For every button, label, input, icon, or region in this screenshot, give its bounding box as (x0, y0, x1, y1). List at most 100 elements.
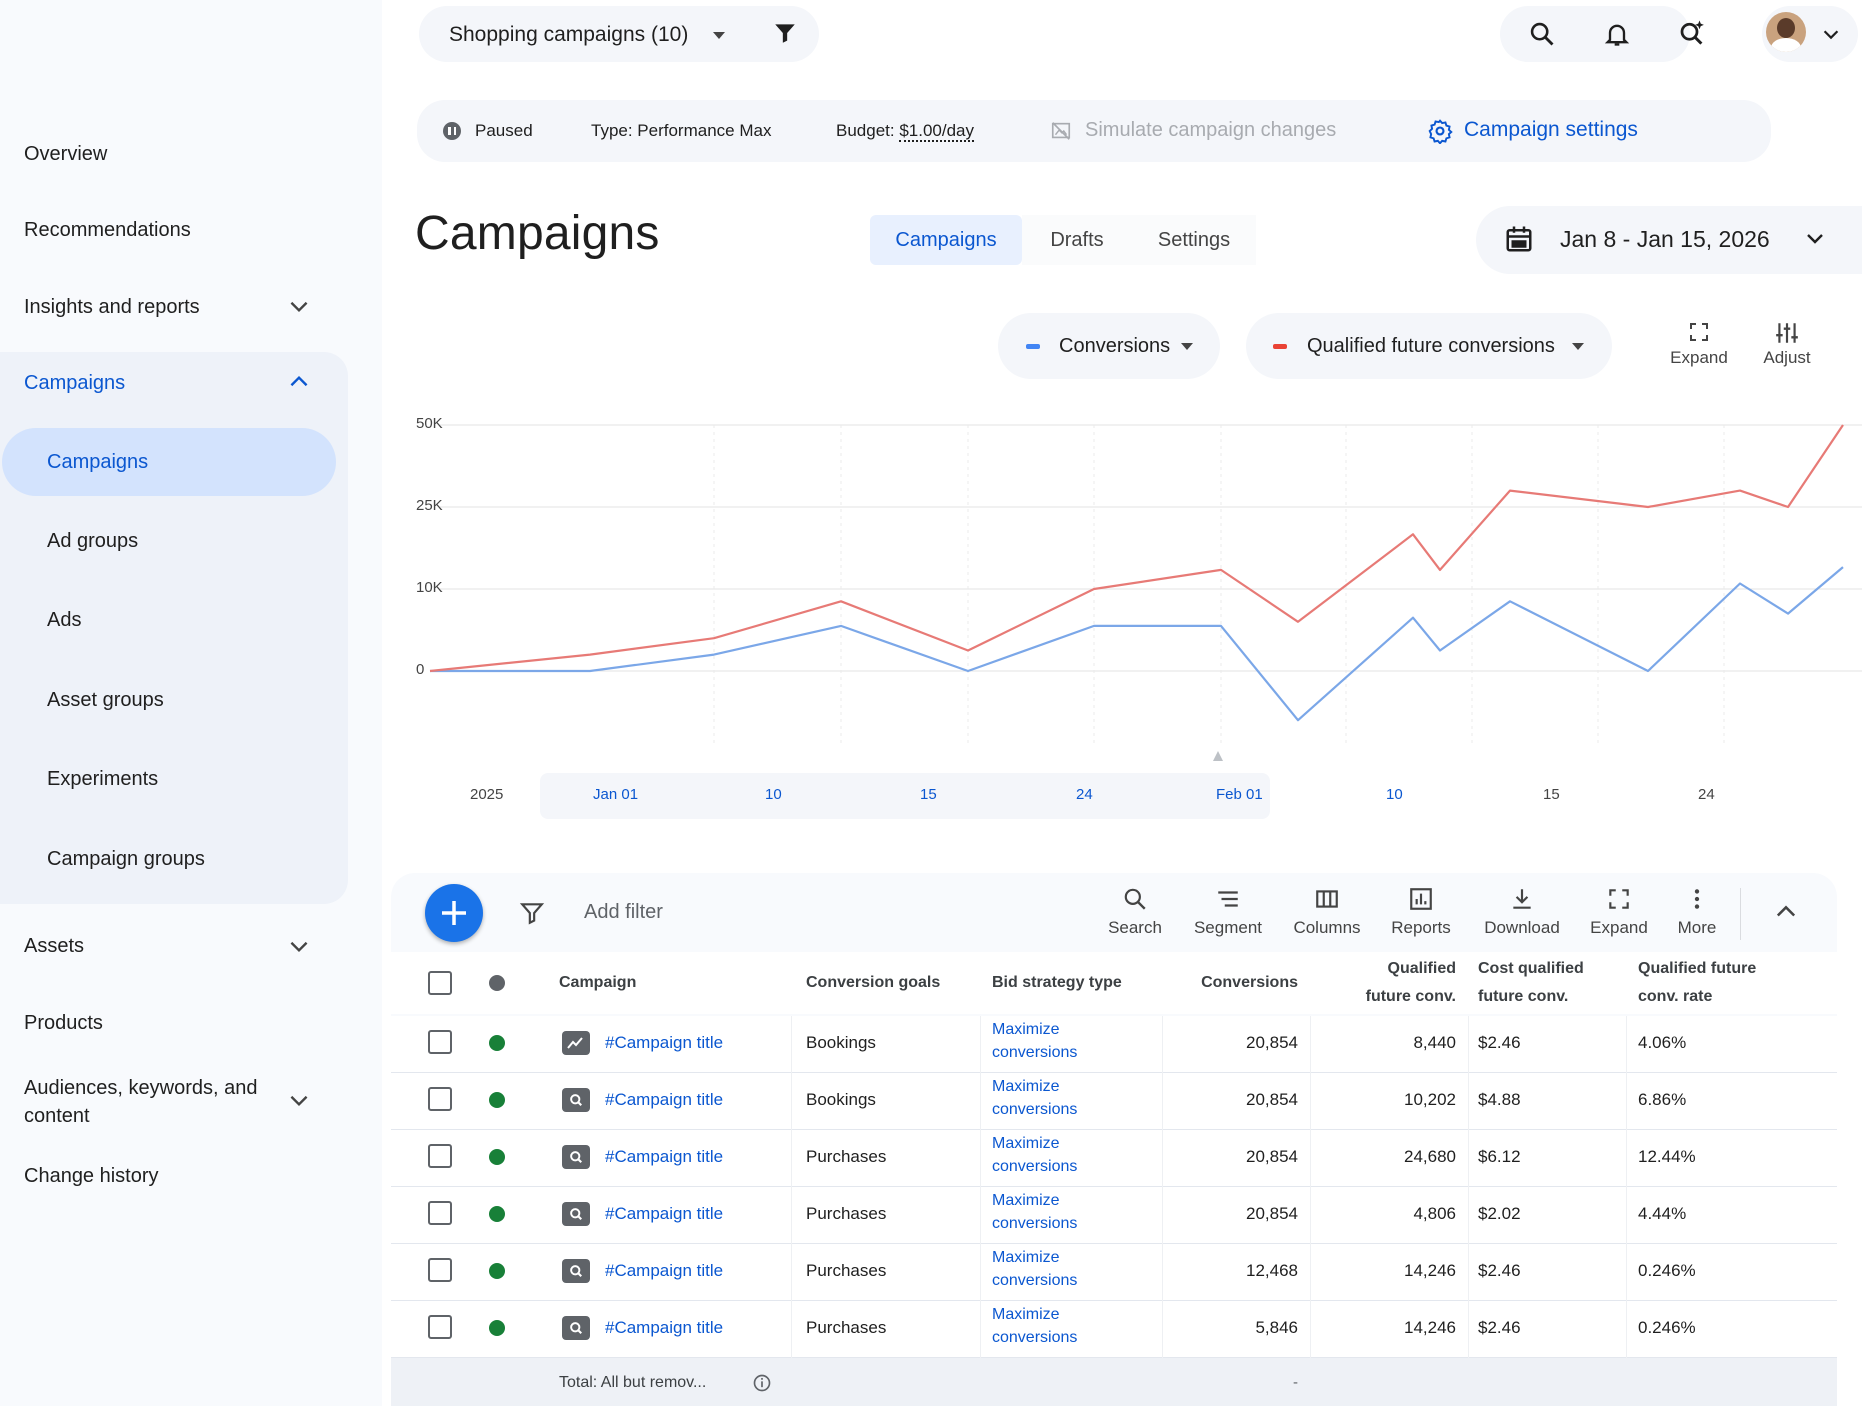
avatar[interactable] (1766, 12, 1806, 52)
chevron-up-icon[interactable] (286, 369, 312, 395)
filter-icon[interactable] (772, 20, 798, 46)
col-header-campaign[interactable]: Campaign (559, 974, 637, 991)
chart-adjust-button[interactable]: Adjust (1750, 320, 1824, 368)
row-checkbox[interactable] (428, 1201, 452, 1225)
budget-value[interactable]: $1.00/day (899, 121, 975, 142)
nav-assets[interactable]: Assets (24, 935, 85, 957)
subnav-campaigns[interactable]: Campaigns (47, 451, 149, 473)
metric-selector-qualified[interactable] (1246, 313, 1612, 379)
col-header-goals[interactable]: Conversion goals (806, 974, 941, 991)
campaign-title-link[interactable]: #Campaign title (605, 1090, 724, 1109)
tab-drafts[interactable]: Drafts (1022, 215, 1132, 265)
campaign-status-bar (417, 100, 1771, 162)
nav-products[interactable]: Products (24, 1012, 103, 1034)
nav-insights-and-reports[interactable]: Insights and reports (24, 296, 200, 318)
nav-change-history[interactable]: Change history (24, 1165, 159, 1187)
row-checkbox[interactable] (428, 1030, 452, 1054)
row-checkbox[interactable] (428, 1144, 452, 1168)
qualified-rate-value: 0.246% (1638, 1261, 1696, 1280)
nav-overview[interactable]: Overview (24, 143, 108, 165)
chart-expand-button[interactable]: Expand (1662, 320, 1736, 368)
nav-audiences[interactable]: Audiences, keywords, and content (24, 1074, 257, 1130)
range-marker-icon[interactable] (1212, 750, 1224, 762)
toolbar-expand-button[interactable]: Expand (1571, 886, 1667, 938)
row-checkbox[interactable] (428, 1258, 452, 1282)
info-icon[interactable] (752, 1373, 772, 1393)
col-header-cost-line1: Cost qualified (1478, 960, 1584, 977)
nav-recommendations[interactable]: Recommendations (24, 219, 191, 241)
bid-strategy-line1[interactable]: Maximize (992, 1021, 1060, 1038)
bid-strategy-line2[interactable]: conversions (992, 1329, 1078, 1346)
campaign-title-link[interactable]: #Campaign title (605, 1033, 724, 1052)
subnav-ads[interactable]: Ads (47, 609, 82, 631)
row-checkbox[interactable] (428, 1315, 452, 1339)
col-header-qualified-future-conv[interactable]: Qualified future conv. (1320, 955, 1456, 1011)
toolbar-segment-button[interactable]: Segment (1180, 886, 1276, 938)
select-all-checkbox[interactable] (428, 971, 452, 995)
table-row[interactable] (391, 1244, 1837, 1300)
bid-strategy-line1[interactable]: Maximize (992, 1192, 1060, 1209)
filter-outline-icon[interactable] (519, 900, 545, 926)
subnav-asset-groups[interactable]: Asset groups (47, 689, 164, 711)
col-header-conversions[interactable]: Conversions (1201, 974, 1298, 991)
budget-info[interactable]: Budget: $1.00/day (836, 121, 975, 142)
search-icon[interactable] (1528, 20, 1556, 48)
toolbar-more-button[interactable]: More (1649, 886, 1745, 938)
x-tick-label: Jan 01 (593, 786, 639, 803)
campaign-title-link[interactable]: #Campaign title (605, 1147, 724, 1166)
tab-campaigns[interactable]: Campaigns (870, 215, 1022, 265)
bell-icon[interactable] (1603, 19, 1631, 49)
bid-strategy-line2[interactable]: conversions (992, 1158, 1078, 1175)
gear-icon[interactable] (1427, 118, 1453, 144)
campaign-title-link[interactable]: #Campaign title (605, 1261, 724, 1280)
add-filter-input[interactable]: Add filter (584, 901, 663, 923)
table-row[interactable] (391, 1073, 1837, 1129)
add-campaign-fab[interactable] (425, 884, 483, 942)
tab-settings[interactable]: Settings (1132, 215, 1256, 265)
chevron-down-icon[interactable] (286, 933, 312, 959)
bid-strategy-line1[interactable]: Maximize (992, 1135, 1060, 1152)
bid-strategy-line2[interactable]: conversions (992, 1272, 1078, 1289)
row-checkbox[interactable] (428, 1087, 452, 1111)
campaign-settings-link[interactable]: Campaign settings (1464, 118, 1638, 141)
campaign-selector[interactable] (419, 6, 819, 62)
table-row[interactable] (391, 1187, 1837, 1243)
bid-strategy-line1[interactable]: Maximize (992, 1078, 1060, 1095)
bid-strategy-line1[interactable]: Maximize (992, 1249, 1060, 1266)
table-row[interactable] (391, 1301, 1837, 1357)
adjust-label: Adjust (1763, 348, 1811, 367)
bid-strategy-line2[interactable]: conversions (992, 1101, 1078, 1118)
table-row[interactable] (391, 1130, 1837, 1186)
toolbar-download-button[interactable]: Download (1474, 886, 1570, 938)
campaign-title-link[interactable]: #Campaign title (605, 1318, 724, 1337)
nav-campaigns-group[interactable]: Campaigns (24, 372, 126, 394)
col-header-qualified-rate[interactable]: Qualified future conv. rate (1638, 955, 1756, 1011)
bid-strategy-line2[interactable]: conversions (992, 1044, 1078, 1061)
col-header-cost-qualified[interactable]: Cost qualified future conv. (1478, 955, 1584, 1011)
subnav-campaign-groups[interactable]: Campaign groups (47, 848, 205, 870)
bid-strategy-line1[interactable]: Maximize (992, 1306, 1060, 1323)
subnav-ad-groups[interactable]: Ad groups (47, 530, 139, 552)
chevron-down-icon[interactable] (286, 293, 312, 319)
series-line-qualified-future-conversions (429, 424, 1844, 673)
bid-strategy-line2[interactable]: conversions (992, 1215, 1078, 1232)
chevron-down-icon[interactable] (1820, 23, 1842, 45)
toolbar-more-label: More (1677, 918, 1717, 937)
chevron-down-icon[interactable] (286, 1087, 312, 1113)
subnav-experiments[interactable]: Experiments (47, 768, 159, 790)
x-axis-range-highlight[interactable] (540, 773, 1270, 819)
col-header-bid-strategy[interactable]: Bid strategy type (992, 974, 1122, 991)
campaign-title-link[interactable]: #Campaign title (605, 1204, 724, 1223)
chevron-up-icon[interactable] (1772, 898, 1800, 926)
chevron-down-icon[interactable] (1803, 226, 1827, 250)
date-range-picker[interactable] (1476, 206, 1862, 274)
search-spark-icon[interactable] (1677, 18, 1707, 48)
total-conversions: - (1293, 1374, 1298, 1391)
subnav-active-highlight (2, 428, 336, 496)
y-tick-label: 25K (416, 497, 443, 514)
toolbar-columns-button[interactable]: Columns (1279, 886, 1375, 938)
table-row[interactable] (391, 1016, 1837, 1072)
toolbar-search-button[interactable]: Search (1087, 886, 1183, 938)
line-chart (429, 424, 1862, 745)
toolbar-reports-button[interactable]: Reports (1373, 886, 1469, 938)
